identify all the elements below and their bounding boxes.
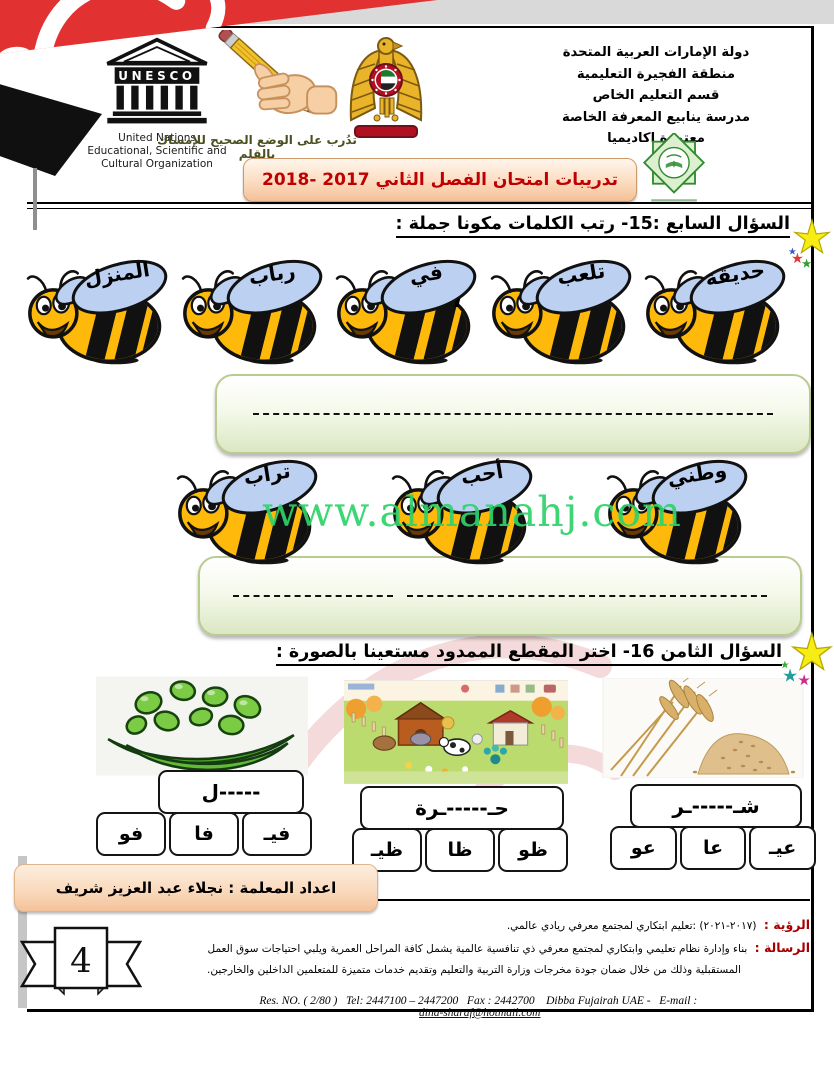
school-info: دولة الإمارات العربية المتحدة منطقة الفج… xyxy=(505,42,807,150)
pencil-caption: تدُرب على الوضع الصحيح للإمساك بالقلم xyxy=(157,133,357,161)
unesco-temple-icon: UNESCO xyxy=(106,37,208,124)
mission-line: الرسالة : بناء وإدارة نظام تعليمي وابتكا… xyxy=(138,937,811,960)
unesco-caption-line: Educational, Scientific and xyxy=(87,145,227,157)
exam-title: تدريبات امتحان الفصل الثاني 2017 -2018 xyxy=(261,170,619,190)
site-watermark: www.almanahj.com xyxy=(262,488,682,536)
beans-illustration xyxy=(96,676,308,776)
footer-divider xyxy=(376,899,810,901)
answer-dash-line xyxy=(253,413,773,415)
teacher-credit-box: اعداد المعلمة : نجلاء عبد العزيز شريف xyxy=(14,864,378,912)
answer-line-1[interactable] xyxy=(215,374,811,454)
bee-word-bubble: حديقة xyxy=(640,250,788,368)
farm-scene-image xyxy=(344,680,568,784)
contact-text: Res. NO. ( 2/80 ) Tel: 2447100 – 2447200… xyxy=(259,995,701,1007)
option-choice[interactable]: ظا xyxy=(425,828,495,872)
school-info-line: قسم التعليم الخاص xyxy=(592,88,720,103)
bee-word-bubble: تلعب xyxy=(486,250,634,368)
email-link[interactable]: dina-sharaf@hotmail.com xyxy=(419,1007,541,1019)
bee-word-bubble: المنزل xyxy=(22,250,170,368)
unesco-caption-line: Cultural Organization xyxy=(101,158,213,170)
star-icon xyxy=(789,219,830,268)
unesco-caption-line: United Nations xyxy=(118,132,196,144)
vision-text: (٢٠١٧-٢٠٢١) :تعليم ابتكاري لمجتمع معرفي … xyxy=(506,920,757,932)
wheat-grain-image xyxy=(602,678,804,778)
question-15-title: السؤال السابع :15- رتب الكلمات مكونا جمل… xyxy=(60,214,790,238)
options-beans: فيـ فا فو xyxy=(96,812,312,856)
star-cluster-icon xyxy=(782,632,832,686)
uae-falcon-emblem-icon xyxy=(349,37,423,138)
bee-word-bubble: رباب xyxy=(177,250,325,368)
word-with-blank-wheat: شـ-----ـر xyxy=(630,784,802,828)
option-choice[interactable]: عيـ xyxy=(749,826,816,870)
answer-line-2[interactable] xyxy=(198,556,802,636)
word-with-blank-farm: حـ-----ـرة xyxy=(360,786,564,830)
option-choice[interactable]: فا xyxy=(169,812,239,856)
answer-dash-line xyxy=(407,595,767,597)
mission-label: الرسالة : xyxy=(754,940,810,955)
option-choice[interactable]: فيـ xyxy=(242,812,312,856)
school-seal-icon xyxy=(642,133,706,202)
svg-text:UNESCO: UNESCO xyxy=(118,69,196,83)
teacher-credit: اعداد المعلمة : نجلاء عبد العزيز شريف xyxy=(55,879,337,897)
mission-text: بناء وإدارة نظام تعليمي وابتكاري لمجتمع … xyxy=(207,943,748,955)
question-16-title: السؤال الثامن 16- اختر المقطع الممدود مس… xyxy=(60,642,782,666)
vision-line: الرؤية : (٢٠١٧-٢٠٢١) :تعليم ابتكاري لمجت… xyxy=(138,914,810,937)
answer-dash-line xyxy=(233,595,393,597)
page-number: 4 xyxy=(70,941,92,981)
word-with-blank-beans: -----ل xyxy=(158,770,304,814)
page-number-ribbon: 4 xyxy=(19,926,143,996)
scan-left-edge xyxy=(18,856,27,1008)
footer: الرؤية : (٢٠١٧-٢٠٢١) :تعليم ابتكاري لمجت… xyxy=(138,914,810,1031)
option-choice[interactable]: فو xyxy=(96,812,166,856)
mission-line-2: المستقبلية وذلك من خلال ضمان جودة مخرجات… xyxy=(207,964,741,976)
bee-word-row-1: حديقة تلعب في رباب المنزل xyxy=(22,250,788,370)
header-divider xyxy=(27,202,811,209)
options-wheat: عيـ عا عو xyxy=(609,826,816,870)
school-info-line: مدرسة ينابيع المعرفة الخاصة xyxy=(561,109,750,125)
options-farm: ظو ظا ظيـ xyxy=(352,828,568,872)
school-info-line: دولة الإمارات العربية المتحدة xyxy=(562,45,750,60)
option-choice[interactable]: ظو xyxy=(498,828,568,872)
scan-top-band xyxy=(0,0,834,24)
hand-writing-pencil-icon xyxy=(218,30,338,115)
vision-label: الرؤية : xyxy=(763,917,810,932)
contact-line: Res. NO. ( 2/80 ) Tel: 2447100 – 2447200… xyxy=(138,983,810,1031)
word-separator-comma: ، xyxy=(452,284,462,314)
option-choice[interactable]: عا xyxy=(679,826,747,870)
exam-title-box: تدريبات امتحان الفصل الثاني 2017 -2018 xyxy=(243,158,637,202)
school-info-line: منطقة الفجيرة التعليمية xyxy=(576,66,736,82)
option-choice[interactable]: عو xyxy=(609,826,677,870)
